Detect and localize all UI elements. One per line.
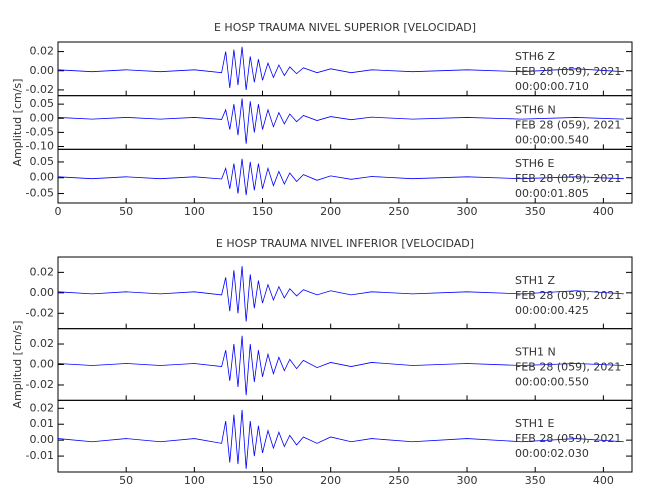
x-tick-label: 350 xyxy=(525,474,546,487)
station-name: STH6 E xyxy=(515,157,554,170)
x-tick-label: 50 xyxy=(119,205,133,218)
y-tick-label: 0.02 xyxy=(30,337,55,350)
waveform xyxy=(57,98,624,144)
y-tick-label: 0.00 xyxy=(30,358,55,371)
y-tick-label: 0.05 xyxy=(30,155,55,168)
trace-frame xyxy=(57,399,633,473)
station-date: FEB 28 (059), 2021 xyxy=(515,65,621,78)
x-tick-label: 50 xyxy=(119,474,133,487)
trace-frame xyxy=(57,148,633,204)
chart-title: E HOSP TRAUMA NIVEL SUPERIOR [VELOCIDAD] xyxy=(214,21,476,34)
x-tick-label: 0 xyxy=(55,205,62,218)
station-date: FEB 28 (059), 2021 xyxy=(515,361,621,374)
y-tick-label: -0.02 xyxy=(26,306,54,319)
y-axis-label: Amplitud [cm/s] xyxy=(11,321,24,409)
y-tick-label: 0.02 xyxy=(30,265,55,278)
x-tick-label: 250 xyxy=(388,474,409,487)
x-tick-label: 350 xyxy=(525,205,546,218)
waveform xyxy=(57,409,624,469)
y-tick-label: -0.10 xyxy=(26,140,54,153)
waveform xyxy=(57,266,624,322)
x-tick-label: 100 xyxy=(184,474,205,487)
station-time: 00:00:00.710 xyxy=(515,80,589,93)
y-tick-label: -0.01 xyxy=(26,449,54,462)
station-time: 00:00:00.540 xyxy=(515,134,589,147)
x-tick-label: 400 xyxy=(593,474,614,487)
chart-title: E HOSP TRAUMA NIVEL INFERIOR [VELOCIDAD] xyxy=(216,237,474,250)
y-tick-label: 0.02 xyxy=(30,45,55,58)
x-tick-label: 100 xyxy=(184,205,205,218)
y-tick-label: -0.05 xyxy=(26,187,54,200)
station-time: 00:00:01.805 xyxy=(515,187,589,200)
y-tick-label: 0.00 xyxy=(30,433,55,446)
x-tick-label: 400 xyxy=(593,205,614,218)
station-name: STH6 N xyxy=(515,104,556,117)
y-tick-label: 0.00 xyxy=(30,171,55,184)
y-tick-label: 0.02 xyxy=(30,401,55,414)
station-time: 00:00:02.030 xyxy=(515,447,589,460)
station-name: STH1 N xyxy=(515,346,556,359)
y-tick-label: -0.05 xyxy=(26,125,54,138)
x-tick-label: 300 xyxy=(457,205,478,218)
station-name: STH1 Z xyxy=(515,274,555,287)
y-tick-label: 0.00 xyxy=(30,286,55,299)
y-tick-label: 0.05 xyxy=(30,97,55,110)
station-name: STH1 E xyxy=(515,417,554,430)
station-date: FEB 28 (059), 2021 xyxy=(515,432,621,445)
y-tick-label: -0.02 xyxy=(26,378,54,391)
x-tick-label: 200 xyxy=(320,205,341,218)
station-time: 00:00:00.550 xyxy=(515,376,589,389)
x-tick-label: 200 xyxy=(320,474,341,487)
x-tick-label: 150 xyxy=(252,205,273,218)
x-tick-label: 150 xyxy=(252,474,273,487)
y-tick-label: 0.01 xyxy=(30,417,55,430)
station-date: FEB 28 (059), 2021 xyxy=(515,289,621,302)
station-name: STH6 Z xyxy=(515,50,555,63)
x-tick-label: 300 xyxy=(457,474,478,487)
station-time: 00:00:00.425 xyxy=(515,304,589,317)
waveform xyxy=(57,46,624,90)
waveform xyxy=(57,158,624,196)
y-tick-label: 0.00 xyxy=(30,111,55,124)
station-date: FEB 28 (059), 2021 xyxy=(515,172,621,185)
y-tick-label: -0.02 xyxy=(26,83,54,96)
y-axis-label: Amplitud [cm/s] xyxy=(11,79,24,167)
waveform xyxy=(57,335,624,396)
y-tick-label: 0.00 xyxy=(30,64,55,77)
station-date: FEB 28 (059), 2021 xyxy=(515,119,621,132)
x-tick-label: 250 xyxy=(388,205,409,218)
